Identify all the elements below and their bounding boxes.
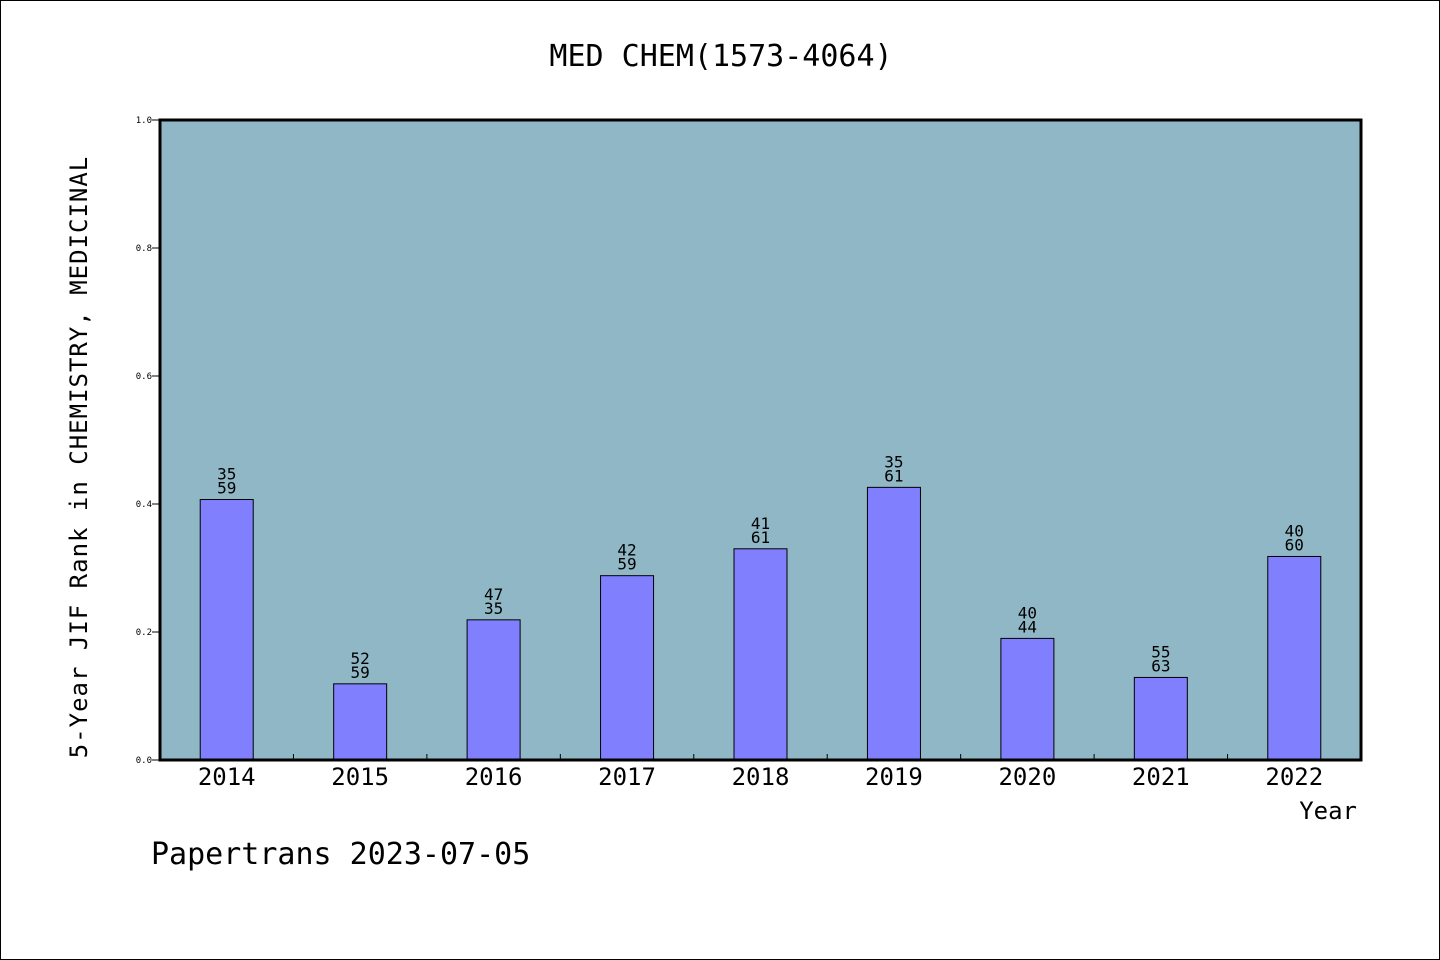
y-tick-label: 0.0: [136, 756, 152, 766]
x-tick-label-2014: 2014: [198, 763, 256, 791]
bar-2020: [1000, 637, 1055, 761]
y-tick-label: 0.4: [136, 500, 152, 510]
bar-2014: [199, 499, 254, 761]
y-tick-label: 0.2: [136, 628, 152, 638]
bar-label-bottom-2015: 59: [351, 663, 370, 682]
bar-label-bottom-2016: 35: [484, 599, 503, 618]
x-axis-label: Year: [1299, 797, 1357, 825]
bar-label-bottom-2020: 44: [1018, 617, 1037, 636]
x-tick-label-2021: 2021: [1132, 763, 1190, 791]
bar-2016: [466, 619, 521, 761]
bar-label-bottom-2014: 59: [217, 479, 236, 498]
x-tick-label-2016: 2016: [465, 763, 523, 791]
y-tick-label: 0.6: [136, 372, 152, 382]
bar-label-top-2014: 35: [217, 465, 236, 484]
x-tick-label-2015: 2015: [331, 763, 389, 791]
x-tick-label-2020: 2020: [998, 763, 1056, 791]
bar-label-bottom-2022: 60: [1285, 535, 1304, 554]
bar-label-bottom-2019: 61: [884, 466, 903, 485]
bar-label-top-2019: 35: [884, 452, 903, 471]
bar-2018: [733, 548, 788, 761]
bar-label-top-2020: 40: [1018, 603, 1037, 622]
plot-border: [158, 118, 1363, 762]
x-tick-label-2022: 2022: [1265, 763, 1323, 791]
bar-2022: [1267, 555, 1322, 761]
chart-title: MED CHEM(1573-4064): [549, 39, 893, 74]
bar-label-bottom-2017: 59: [617, 555, 636, 574]
bar-label-top-2016: 47: [484, 585, 503, 604]
bar-label-bottom-2021: 63: [1151, 656, 1170, 675]
bar-label-top-2022: 40: [1285, 521, 1304, 540]
bar-2015: [333, 683, 388, 761]
bar-2017: [600, 575, 655, 761]
bar-label-top-2017: 42: [617, 541, 636, 560]
x-tick-label-2018: 2018: [732, 763, 790, 791]
bar-label-bottom-2018: 61: [751, 528, 770, 547]
bar-label-top-2015: 52: [351, 649, 370, 668]
footer-watermark: Papertrans 2023-07-05: [151, 837, 531, 872]
bar-label-top-2021: 55: [1151, 642, 1170, 661]
bar-label-top-2018: 41: [751, 514, 770, 533]
bar-2021: [1133, 676, 1188, 761]
y-tick-label: 0.8: [136, 244, 152, 254]
y-tick-label: 1.0: [136, 116, 152, 126]
x-tick-label-2017: 2017: [598, 763, 656, 791]
bar-2019: [866, 486, 921, 761]
x-tick-label-2019: 2019: [865, 763, 923, 791]
